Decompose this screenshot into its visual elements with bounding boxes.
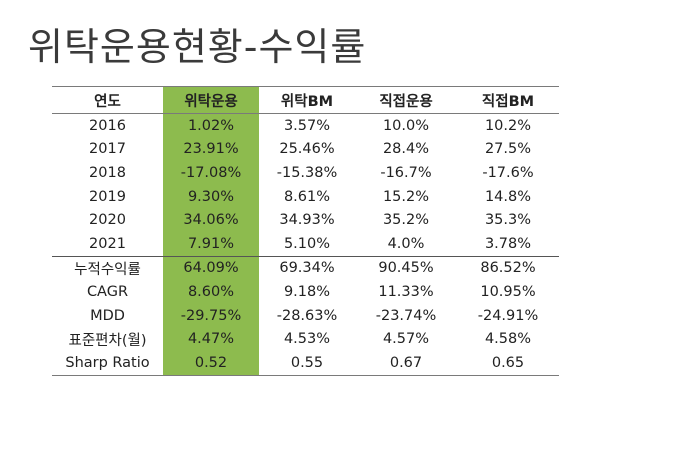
row-label: 2019 (89, 188, 126, 205)
returns-table: 연도 위탁운용 위탁BM 직접운용 직접BM 2016 1.02% 3.57% … (52, 86, 559, 376)
table-row: 2016 1.02% 3.57% 10.0% 10.2% (52, 113, 559, 138)
cell-outsourced: 23.91% (163, 137, 259, 162)
cell-outsourced: 4.47% (163, 327, 259, 351)
row-label: 2018 (89, 164, 126, 181)
cell-outsourced: 34.06% (163, 208, 259, 232)
row-label: Sharp Ratio (52, 350, 163, 376)
cell-outsourced-bm: 9.18% (283, 283, 331, 300)
cell-direct-bm: 10.95% (480, 283, 536, 300)
cell-outsourced: 7.91% (163, 231, 259, 257)
cell-direct: 15.2% (382, 188, 430, 205)
table-row: 표준편차(월) 4.47% 4.53% 4.57% 4.58% (52, 327, 559, 351)
cell-outsourced: 1.02% (163, 113, 259, 138)
cell-direct: 4.0% (387, 235, 425, 252)
cell-direct: 0.67 (355, 350, 457, 376)
table-row: Sharp Ratio 0.52 0.55 0.67 0.65 (52, 350, 559, 376)
table-row: CAGR 8.60% 9.18% 11.33% 10.95% (52, 280, 559, 304)
row-label: 2017 (89, 141, 126, 158)
table-row: 2017 23.91% 25.46% 28.4% 27.5% (52, 137, 559, 162)
cell-outsourced: 64.09% (163, 255, 259, 281)
cell-direct: 35.2% (382, 212, 430, 229)
cell-outsourced: -17.08% (163, 161, 259, 185)
cell-direct-bm: 4.58% (484, 331, 532, 348)
cell-direct-bm: -17.6% (482, 164, 534, 181)
header-year: 연도 (52, 86, 163, 114)
cell-outsourced: 8.60% (163, 280, 259, 304)
cell-direct-bm: 0.65 (457, 350, 559, 376)
cell-outsourced-bm: 5.10% (283, 235, 331, 252)
row-label: 2020 (89, 212, 126, 229)
cell-outsourced-bm: -28.63% (276, 307, 338, 324)
header-outsourced: 위탁운용 (163, 86, 259, 114)
header-direct: 직접운용 (355, 86, 457, 114)
cell-direct-bm: 3.78% (484, 235, 532, 252)
cell-outsourced-bm: 4.53% (283, 331, 331, 348)
row-label: 표준편차(월) (68, 332, 147, 349)
table-row: 2020 34.06% 34.93% 35.2% 35.3% (52, 208, 559, 232)
cell-direct: 28.4% (382, 141, 430, 158)
row-label: 2016 (89, 117, 126, 134)
cell-direct-bm: 14.8% (484, 188, 532, 205)
table-row: 누적수익률 64.09% 69.34% 90.45% 86.52% (52, 255, 559, 281)
cell-outsourced-bm: 69.34% (259, 255, 355, 281)
cell-outsourced: 0.52 (163, 350, 259, 376)
cell-direct-bm: 27.5% (484, 141, 532, 158)
cell-direct: -16.7% (380, 164, 432, 181)
cell-direct-bm: 35.3% (484, 212, 532, 229)
cell-outsourced: 9.30% (163, 184, 259, 209)
cell-outsourced: -29.75% (163, 303, 259, 328)
cell-direct-bm: -24.91% (477, 307, 539, 324)
table-row: MDD -29.75% -28.63% -23.74% -24.91% (52, 303, 559, 328)
cell-direct: 10.0% (382, 117, 430, 134)
cell-direct: 4.57% (382, 331, 430, 348)
page-title: 위탁운용현황-수익률 (28, 25, 367, 69)
cell-direct-bm: 10.2% (484, 117, 532, 134)
cell-direct: 11.33% (378, 283, 434, 300)
table-row: 2021 7.91% 5.10% 4.0% 3.78% (52, 231, 559, 257)
cell-outsourced-bm: 34.93% (279, 212, 335, 229)
cell-outsourced-bm: 8.61% (283, 188, 331, 205)
row-label: 2021 (89, 235, 126, 252)
cell-outsourced-bm: -15.38% (276, 164, 338, 181)
cell-outsourced-bm: 25.46% (279, 141, 335, 158)
table-header-row: 연도 위탁운용 위탁BM 직접운용 직접BM (52, 86, 559, 114)
cell-outsourced-bm: 3.57% (283, 117, 331, 134)
table-row: 2019 9.30% 8.61% 15.2% 14.8% (52, 184, 559, 209)
cell-direct: -23.74% (375, 307, 437, 324)
header-direct-bm: 직접BM (457, 86, 559, 114)
row-label: CAGR (86, 283, 129, 300)
table-row: 2018 -17.08% -15.38% -16.7% -17.6% (52, 161, 559, 185)
row-label: 누적수익률 (52, 255, 163, 281)
header-outsourced-bm: 위탁BM (259, 86, 355, 114)
cell-direct: 90.45% (355, 255, 457, 281)
cell-outsourced-bm: 0.55 (259, 350, 355, 376)
row-label: MDD (90, 307, 125, 324)
cell-direct-bm: 86.52% (457, 255, 559, 281)
